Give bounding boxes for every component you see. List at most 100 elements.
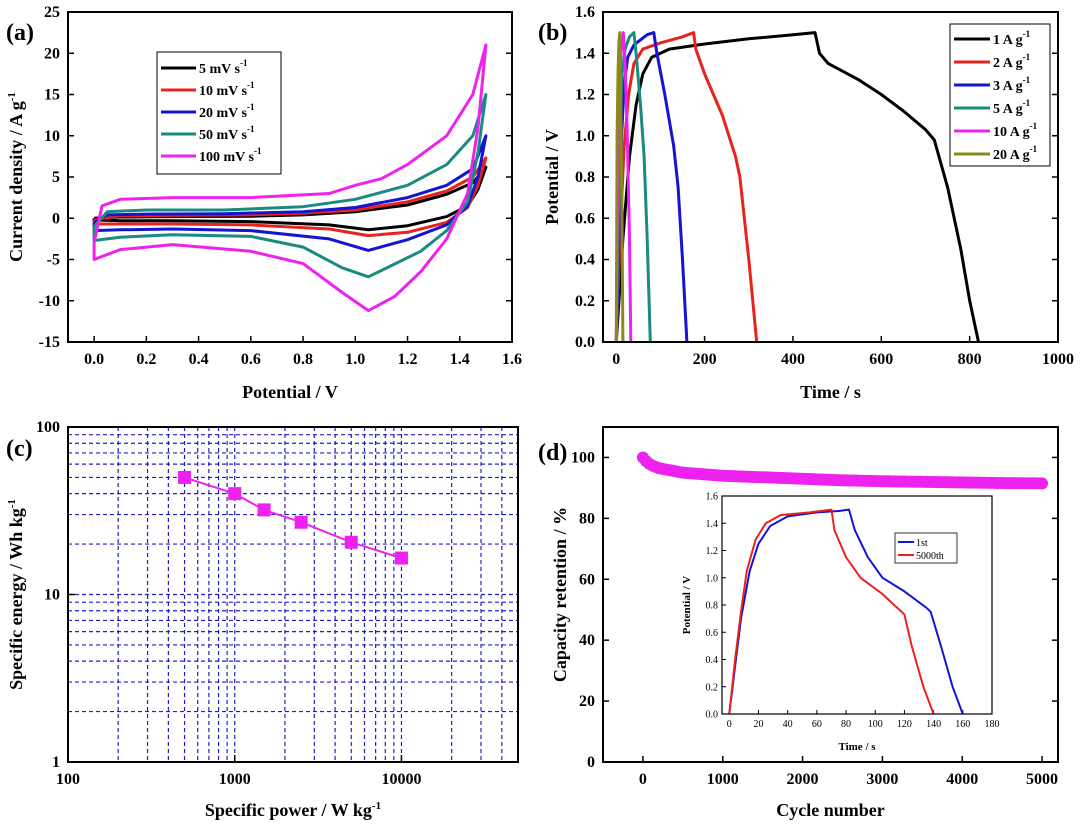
ragone-point xyxy=(294,515,308,529)
inset-frame xyxy=(721,495,993,715)
panel-label-b: (b) xyxy=(538,20,567,46)
x-axis-label: Cycle number xyxy=(776,800,884,820)
x-tick-label: 0.6 xyxy=(241,351,261,368)
x-tick-label: 1.6 xyxy=(502,351,522,368)
ragone-point xyxy=(344,535,358,549)
inset-y-tick-label: 0.0 xyxy=(706,710,719,721)
x-tick-label: 0.2 xyxy=(136,351,156,368)
inset-x-tick-label: 60 xyxy=(812,719,822,730)
panel-b-gcd-curves: 0 200 400 600 800 1000 0.0 0.2 0.4 0.6 0.8 1.0 1.2 1.… xyxy=(538,4,1074,402)
y-tick-label: 20 xyxy=(44,45,60,62)
plot-frame xyxy=(602,11,1059,343)
x-tick-label: 0.4 xyxy=(189,351,209,368)
x-tick-label: 800 xyxy=(958,351,982,368)
panel-label-d: (d) xyxy=(538,440,567,466)
y-tick-label: 0 xyxy=(587,754,595,771)
ragone-point xyxy=(228,487,242,501)
y-tick-label: 40 xyxy=(579,632,595,649)
inset-legend-label: 1st xyxy=(916,538,928,549)
ragone-point xyxy=(178,470,192,484)
y-tick-label: 20 xyxy=(579,693,595,710)
y-tick-label: 0.6 xyxy=(575,210,595,227)
y-axis-label: Capacity retention / % xyxy=(550,507,570,682)
ragone-point xyxy=(257,503,271,517)
x-tick-label: 1.0 xyxy=(345,351,365,368)
x-tick-label: 0 xyxy=(612,351,620,368)
inset-x-tick-label: 20 xyxy=(753,719,763,730)
x-tick-label: 600 xyxy=(869,351,893,368)
legend-label: 5 mV s-1 xyxy=(199,58,248,77)
legend-label: 5 A g-1 xyxy=(993,98,1031,117)
y-tick-label: 10 xyxy=(44,128,60,145)
plot-frame xyxy=(67,11,513,343)
legend-label: 10 A g-1 xyxy=(993,121,1038,140)
legend-label: 3 A g-1 xyxy=(993,75,1031,94)
x-axis-label: Potential / V xyxy=(242,382,338,402)
y-tick-label: 100 xyxy=(571,449,595,466)
legend-label: 2 A g-1 xyxy=(993,52,1031,71)
x-tick-label: 1000 xyxy=(1042,351,1074,368)
inset-y-tick-label: 1.4 xyxy=(706,519,719,530)
x-tick-label: 0 xyxy=(639,771,647,788)
x-tick-label: 2000 xyxy=(787,771,819,788)
inset-y-tick-label: 0.2 xyxy=(706,682,719,693)
inset-y-tick-label: 1.2 xyxy=(706,546,719,557)
legend-box xyxy=(949,23,1051,167)
cv-curve-4 xyxy=(92,93,488,279)
y-tick-label: -5 xyxy=(47,252,60,269)
x-axis-label: Specific power / W kg-1 xyxy=(205,800,381,820)
legend-label: 100 mV s-1 xyxy=(199,146,262,165)
inset-legend: 1st 5000th xyxy=(894,532,958,564)
x-tick-label: 10000 xyxy=(381,771,421,788)
inset-x-axis-label: Time / s xyxy=(838,741,876,753)
inset-x-tick-label: 0 xyxy=(727,719,732,730)
x-tick-label: 1.4 xyxy=(450,351,470,368)
y-tick-label: 0.2 xyxy=(575,293,595,310)
gcd-curve-1 xyxy=(614,31,980,343)
y-tick-label: -15 xyxy=(39,334,60,351)
legend-label: 20 A g-1 xyxy=(993,144,1038,163)
inset-x-tick-label: 140 xyxy=(926,719,941,730)
retention-point xyxy=(1036,477,1049,490)
y-tick-label: 1.6 xyxy=(575,4,595,21)
legend-label: 50 mV s-1 xyxy=(199,124,255,143)
cv-curve-2 xyxy=(92,156,488,238)
y-tick-label: 100 xyxy=(36,419,60,436)
x-tick-label: 5000 xyxy=(1026,771,1058,788)
cv-curve-3 xyxy=(92,134,488,252)
legend-label: 20 mV s-1 xyxy=(199,102,255,121)
y-tick-label: 10 xyxy=(44,587,60,604)
legend: 5 mV s-1 10 mV s-1 20 mV s-1 50 mV s-1 100 m… xyxy=(156,51,282,175)
inset-y-tick-label: 1.6 xyxy=(706,492,719,503)
inset-legend-label: 5000th xyxy=(916,551,944,562)
y-tick-label: 60 xyxy=(579,571,595,588)
panel-label-c: (c) xyxy=(6,436,33,462)
cv-curve-5 xyxy=(92,43,488,313)
panel-c-ragone-plot: 100 1000 10000 1 10 100 Specific power / W kg-… xyxy=(6,419,519,820)
x-tick-label: 400 xyxy=(781,351,805,368)
y-tick-label: 80 xyxy=(579,510,595,527)
inset-x-tick-label: 120 xyxy=(897,719,912,730)
plot-frame xyxy=(602,426,1059,763)
inset-chart: 0 20 40 60 80 100 120 140 160 180 0.0 0.2 0.4 0.6 0.8 1… xyxy=(681,492,1000,754)
y-tick-label: 1.2 xyxy=(575,87,595,104)
y-tick-label: 25 xyxy=(44,4,60,21)
plot-frame xyxy=(67,426,519,763)
inset-y-tick-label: 0.4 xyxy=(706,655,719,666)
inset-curve-1 xyxy=(728,508,964,715)
inset-x-tick-label: 160 xyxy=(955,719,970,730)
ragone-point xyxy=(394,551,408,565)
inset-curve-2 xyxy=(728,508,935,715)
x-tick-label: 200 xyxy=(693,351,717,368)
y-tick-label: 0.4 xyxy=(575,252,595,269)
legend: 1 A g-1 2 A g-1 3 A g-1 5 A g-1 10 A g-1 20 A… xyxy=(949,23,1051,167)
inset-x-tick-label: 180 xyxy=(985,719,1000,730)
y-tick-label: 0.0 xyxy=(575,334,595,351)
inset-x-tick-label: 40 xyxy=(783,719,793,730)
inset-y-axis-label: Potential / V xyxy=(681,576,693,635)
y-axis-label: Specific energy / Wh kg-1 xyxy=(6,499,26,690)
y-tick-label: 15 xyxy=(44,87,60,104)
ragone-line xyxy=(184,476,402,560)
x-tick-label: 0.0 xyxy=(84,351,104,368)
